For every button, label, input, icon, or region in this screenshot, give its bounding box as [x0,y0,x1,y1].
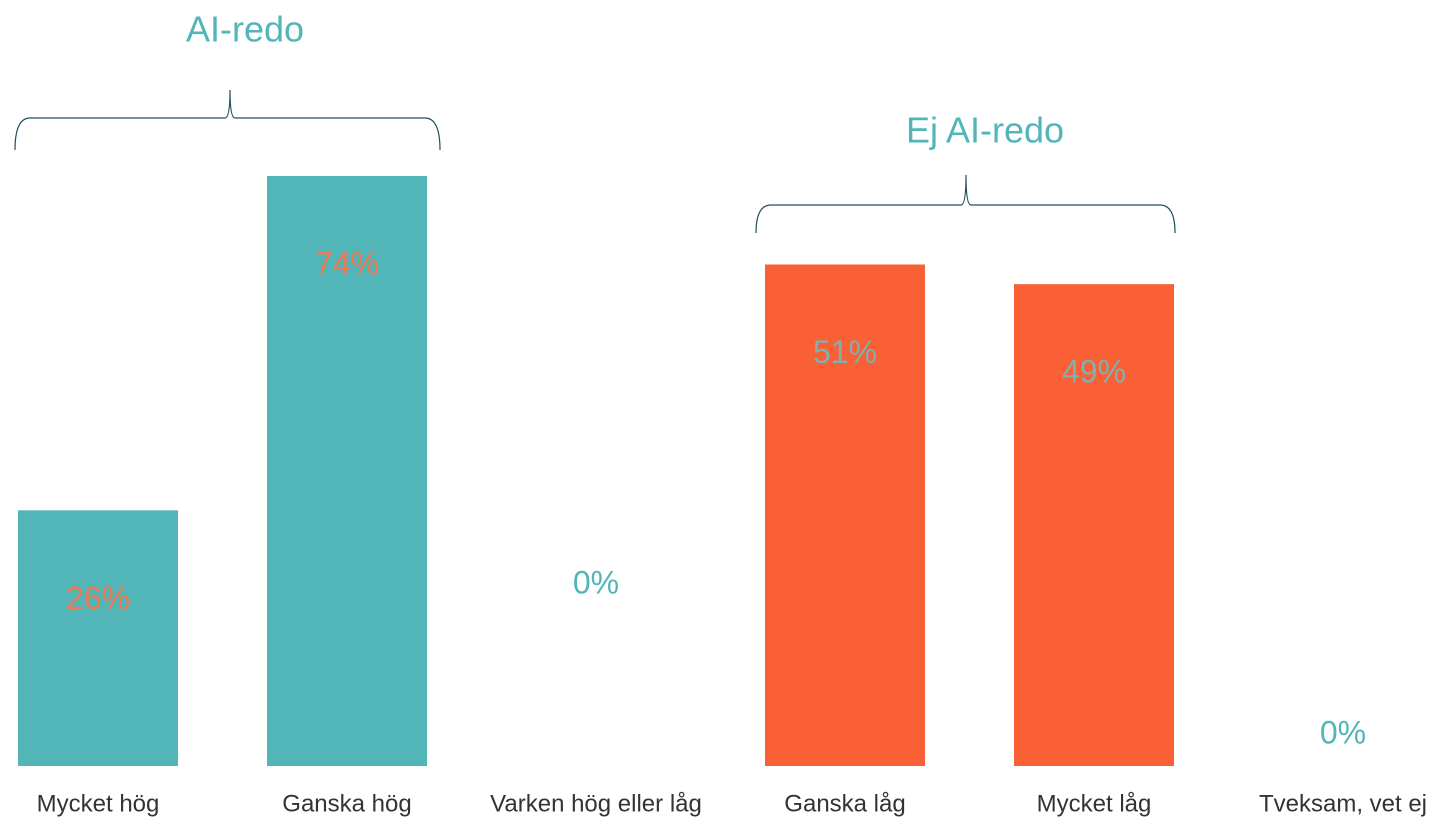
group-label: AI-redo [186,9,304,50]
value-label: 0% [1320,714,1366,750]
x-tick-label: Varken hög eller låg [490,790,702,817]
group-bracket [14,89,441,151]
x-tick-label: Mycket hög [37,790,160,817]
group-bracket [755,174,1176,234]
bar [1014,284,1174,766]
bar [267,176,427,766]
bar [765,264,925,766]
bar [18,510,178,766]
value-label: 74% [315,245,379,281]
value-label: 51% [813,334,877,370]
value-label: 0% [573,564,619,600]
value-label: 49% [1062,354,1126,390]
x-tick-label: Tveksam, vet ej [1259,790,1427,817]
x-tick-label: Ganska hög [282,790,411,817]
plot-area [18,176,1174,766]
group-label: Ej AI-redo [906,110,1064,151]
value-label: 26% [66,580,130,616]
x-tick-label: Mycket låg [1037,790,1152,817]
x-tick-label: Ganska låg [784,790,905,817]
